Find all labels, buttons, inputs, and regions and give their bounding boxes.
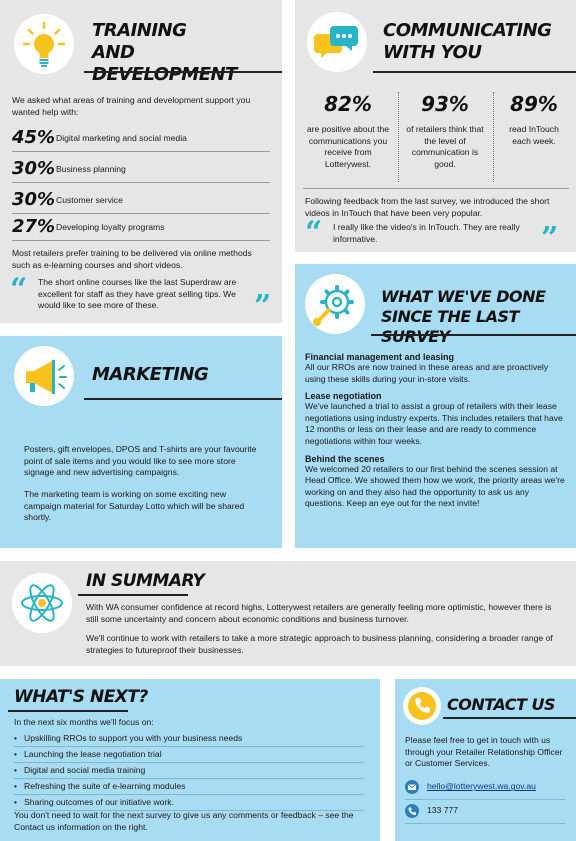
list-item: Sharing outcomes of our initiative work. bbox=[14, 795, 364, 811]
training-stat-row: 30% Business planning bbox=[12, 158, 126, 179]
divider bbox=[12, 240, 270, 241]
marketing-heading: MARKETING bbox=[92, 364, 209, 385]
quote-open-icon: “ bbox=[10, 272, 28, 307]
list-item: Refreshing the suite of e-learning modul… bbox=[14, 779, 364, 795]
training-stat-row: 45% Digital marketing and social media bbox=[12, 127, 187, 148]
next-panel: WHAT'S NEXT? In the next six months we'l… bbox=[0, 679, 380, 841]
stat-percent: 30% bbox=[12, 158, 56, 179]
divider bbox=[12, 182, 270, 183]
divider bbox=[303, 188, 569, 189]
contact-panel: CONTACT US Please feel free to get in to… bbox=[395, 679, 576, 841]
marketing-paragraph: Posters, gift envelopes, DPOS and T-shir… bbox=[24, 444, 257, 478]
phone-row: 133 777 bbox=[405, 804, 458, 818]
quote-close-icon: ” bbox=[541, 221, 559, 256]
next-list: Upskilling RROs to support you with your… bbox=[14, 731, 364, 811]
communicating-heading: COMMUNICATING WITH YOU bbox=[383, 20, 552, 63]
summary-heading-rule bbox=[78, 594, 188, 596]
training-stat-row: 30% Customer service bbox=[12, 189, 123, 210]
communicating-quote: I really like the video's in InTouch. Th… bbox=[333, 222, 520, 244]
comm-stat-col: 82% are positive about the communication… bbox=[303, 92, 393, 170]
summary-paragraph: We'll continue to work with retailers to… bbox=[86, 633, 553, 655]
next-intro: In the next six months we'll focus on: bbox=[14, 717, 154, 727]
column-divider bbox=[493, 92, 494, 182]
email-icon bbox=[405, 780, 419, 794]
stat-label: read InTouch each week. bbox=[509, 124, 559, 146]
communicating-panel: COMMUNICATING WITH YOU 82% are positive … bbox=[295, 0, 576, 256]
divider bbox=[405, 823, 565, 824]
communicating-heading-rule bbox=[373, 71, 576, 73]
stat-percent: 45% bbox=[12, 127, 56, 148]
phone-icon bbox=[403, 687, 441, 725]
comm-stat-col: 93% of retailers think that the level of… bbox=[403, 92, 487, 170]
training-quote: The short online courses like the last S… bbox=[38, 277, 237, 311]
training-stat-row: 27% Developing loyalty programs bbox=[12, 216, 164, 237]
quote-open-icon: “ bbox=[305, 215, 323, 250]
training-heading: TRAINING AND DEVELOPMENT bbox=[92, 20, 237, 85]
summary-panel: IN SUMMARY With WA consumer confidence a… bbox=[0, 561, 576, 666]
phone-number[interactable]: 133 777 bbox=[427, 805, 459, 816]
email-row: hello@lotterywest.wa.gov.au bbox=[405, 780, 536, 794]
section-body: All our RROs are now trained in these ar… bbox=[305, 362, 549, 384]
section-body: We welcomed 20 retailers to our first be… bbox=[305, 463, 565, 509]
contact-heading-rule bbox=[443, 717, 576, 719]
contact-body: Please feel free to get in touch with us… bbox=[405, 735, 563, 769]
training-panel: TRAINING AND DEVELOPMENT We asked what a… bbox=[0, 0, 282, 323]
done-panel: WHAT WE'VE DONE SINCE THE LAST SURVEY Fi… bbox=[295, 264, 576, 548]
next-outro: You don't need to wait for the next surv… bbox=[14, 810, 354, 832]
divider bbox=[405, 799, 565, 800]
section-title: Financial management and leasing bbox=[305, 352, 455, 362]
list-item: Digital and social media training bbox=[14, 763, 364, 779]
stat-label: Business planning bbox=[56, 163, 126, 174]
done-heading: WHAT WE'VE DONE SINCE THE LAST SURVEY bbox=[381, 287, 546, 346]
summary-heading: IN SUMMARY bbox=[86, 571, 205, 591]
stat-percent: 93% bbox=[421, 92, 469, 116]
list-item: Launching the lease negotiation trial bbox=[14, 747, 364, 763]
section-title: Lease negotiation bbox=[305, 391, 382, 402]
training-heading-rule bbox=[84, 71, 282, 73]
marketing-panel: MARKETING Posters, gift envelopes, DPOS … bbox=[0, 336, 282, 548]
lightbulb-icon bbox=[14, 14, 74, 74]
stat-label: are positive about the communications yo… bbox=[306, 124, 390, 169]
summary-paragraph: With WA consumer confidence at record hi… bbox=[86, 602, 552, 624]
stat-label: Customer service bbox=[56, 194, 123, 205]
stat-label: Digital marketing and social media bbox=[56, 132, 187, 143]
email-link[interactable]: hello@lotterywest.wa.gov.au bbox=[427, 781, 536, 792]
stat-label: of retailers think that the level of com… bbox=[406, 124, 484, 169]
column-divider bbox=[398, 92, 399, 182]
stat-percent: 27% bbox=[12, 216, 56, 237]
section-title: Behind the scenes bbox=[305, 453, 385, 464]
speech-bubbles-icon bbox=[307, 12, 367, 72]
stat-percent: 30% bbox=[12, 189, 56, 210]
divider bbox=[12, 151, 270, 152]
marketing-heading-rule bbox=[84, 398, 282, 400]
phone-small-icon bbox=[405, 804, 419, 818]
stat-percent: 82% bbox=[324, 92, 372, 116]
section-body: We've launched a trial to assist a group… bbox=[305, 401, 563, 446]
done-heading-rule bbox=[371, 334, 576, 336]
stat-label: Developing loyalty programs bbox=[56, 221, 165, 232]
communicating-feedback: Following feedback from the last survey,… bbox=[305, 196, 550, 218]
comm-stat-col: 89% read InTouch each week. bbox=[499, 92, 569, 147]
atom-icon bbox=[12, 573, 72, 633]
megaphone-icon bbox=[14, 346, 74, 406]
quote-close-icon: ” bbox=[254, 289, 272, 324]
divider bbox=[12, 213, 270, 214]
training-summary: Most retailers prefer training to be del… bbox=[12, 248, 252, 270]
training-intro: We asked what areas of training and deve… bbox=[12, 95, 251, 117]
next-heading-rule bbox=[8, 710, 128, 712]
next-heading: WHAT'S NEXT? bbox=[14, 687, 148, 707]
done-sections: Financial management and leasing All our… bbox=[305, 352, 567, 510]
gears-icon bbox=[305, 274, 365, 334]
marketing-paragraph: The marketing team is working on some ex… bbox=[24, 489, 245, 523]
contact-heading: CONTACT US bbox=[447, 695, 556, 714]
list-item: Upskilling RROs to support you with your… bbox=[14, 731, 364, 747]
stat-percent: 89% bbox=[510, 92, 558, 116]
